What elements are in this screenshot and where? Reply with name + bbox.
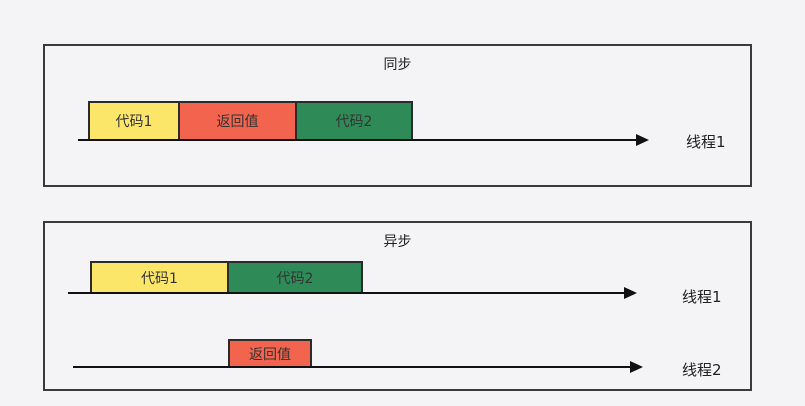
sync-thread1-axis [78, 139, 638, 141]
async-block-code1: 代码1 [90, 261, 229, 294]
async-panel-title: 异步 [383, 234, 412, 250]
async-thread2-arrowhead [630, 361, 643, 373]
sync-thread1-label: 线程1 [686, 133, 726, 151]
async-thread2-axis [73, 366, 632, 368]
sync-block-code2: 代码2 [295, 101, 413, 141]
async-thread1-arrowhead [624, 287, 637, 299]
async-thread1-label: 线程1 [682, 288, 722, 306]
sync-block-code1: 代码1 [88, 101, 180, 141]
async-block-return-value: 返回值 [228, 339, 312, 368]
async-block-code2: 代码2 [227, 261, 363, 294]
async-thread2-label: 线程2 [682, 361, 722, 379]
async-thread1-axis [68, 292, 626, 294]
sync-panel-title: 同步 [383, 57, 412, 73]
sync-thread1-arrowhead [636, 134, 649, 146]
sync-block-return-value: 返回值 [178, 101, 297, 141]
